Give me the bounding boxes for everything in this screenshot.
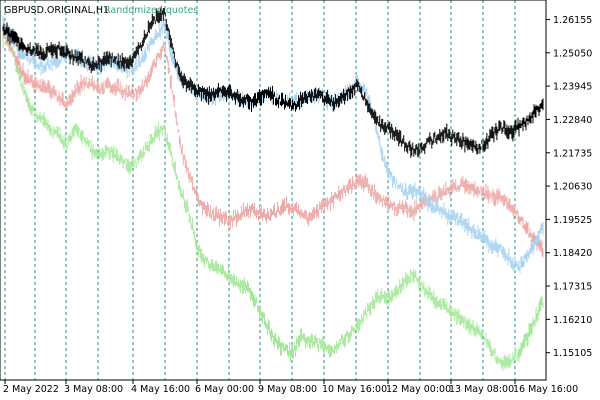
y-tick-label: 1.20630 [553, 182, 592, 193]
x-tick-label: 2 May 2022 [3, 384, 59, 395]
series-layer [2, 7, 544, 371]
y-tick-label: 1.26155 [553, 15, 592, 26]
series-original [2, 7, 544, 158]
y-tick-label: 1.19525 [553, 215, 592, 226]
x-tick-label: 4 May 16:00 [131, 384, 190, 395]
x-tick-label: 3 May 08:00 [64, 384, 123, 395]
plot-frame [0, 0, 547, 381]
x-tick-label: 10 May 16:00 [322, 384, 387, 395]
y-tick-label: 1.25050 [553, 48, 592, 59]
y-tick-label: 1.21735 [553, 148, 592, 159]
y-tick-label: 1.22840 [553, 115, 592, 126]
series-series3 [2, 33, 544, 371]
x-tick-label: 6 May 00:00 [195, 384, 254, 395]
y-tick-label: 1.16210 [553, 315, 592, 326]
y-tick-label: 1.15105 [553, 348, 592, 359]
x-tick-label: 12 May 00:00 [386, 384, 451, 395]
y-tick-label: 1.17315 [553, 282, 592, 293]
x-tick-label: 13 May 08:00 [449, 384, 514, 395]
y-tick-label: 1.18420 [553, 248, 592, 259]
chart-title: GBPUSD.ORIGINAL,H1 [4, 5, 109, 16]
randomized-label: Randomized quotes [104, 5, 198, 16]
x-tick-label: 16 May 16:00 [513, 384, 578, 395]
x-tick-label: 9 May 08:00 [258, 384, 317, 395]
series-series2 [2, 29, 544, 258]
y-axis: 1.26155 1.25050 1.23945 1.22840 1.21735 1.206… [546, 15, 592, 359]
y-tick-label: 1.23945 [553, 82, 592, 93]
x-axis: 2 May 2022 3 May 08:00 4 May 16:00 6 May 00… [3, 380, 578, 395]
